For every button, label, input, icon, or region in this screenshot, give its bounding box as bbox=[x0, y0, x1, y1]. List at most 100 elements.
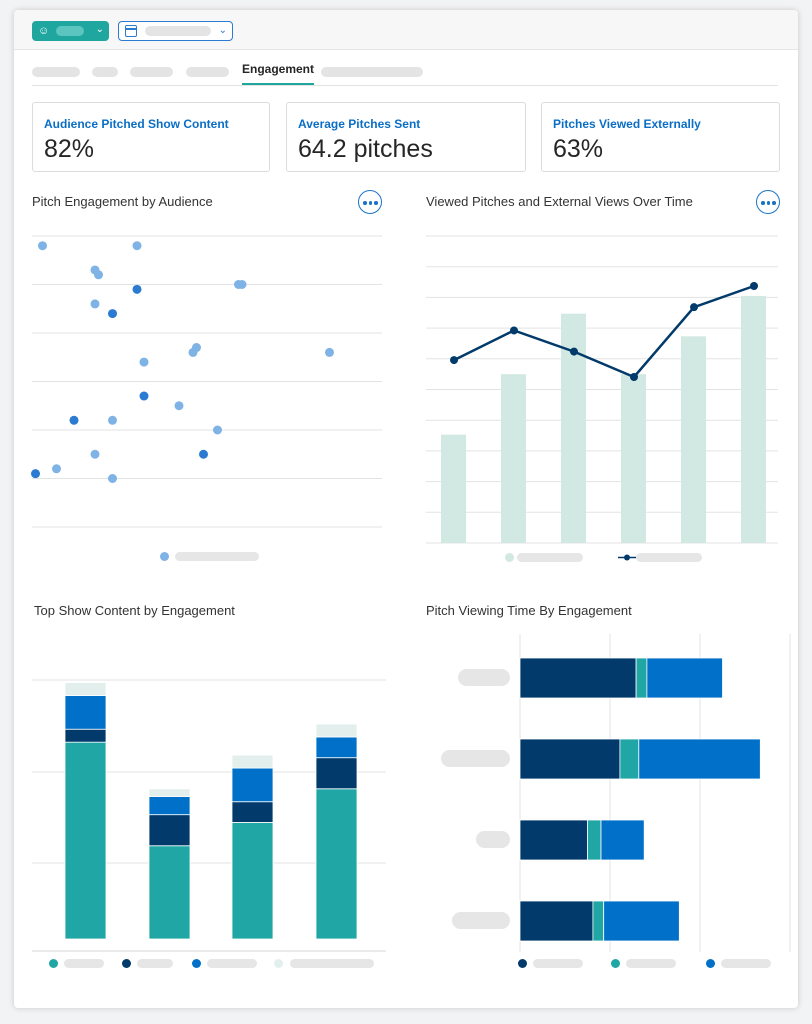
dashboard-card: ☺ ⌄ ⌄ Engagement Audience Pitched Show C… bbox=[14, 10, 798, 1008]
bar bbox=[741, 296, 766, 543]
tab-placeholder[interactable] bbox=[32, 67, 80, 77]
more-options-icon bbox=[772, 201, 776, 205]
legend-marker bbox=[192, 959, 201, 968]
scatter-point bbox=[213, 425, 222, 435]
bar-segment bbox=[315, 757, 358, 790]
tab-engagement[interactable]: Engagement bbox=[242, 62, 315, 85]
bar-segment bbox=[519, 819, 588, 861]
audience-filter-dropdown[interactable]: ☺ ⌄ bbox=[32, 21, 109, 41]
bar bbox=[501, 374, 526, 543]
legend-marker bbox=[706, 959, 715, 968]
line-point bbox=[510, 326, 518, 335]
date-range-dropdown[interactable]: ⌄ bbox=[118, 21, 233, 41]
kpi-value: 82% bbox=[44, 135, 95, 163]
scatter-point bbox=[139, 357, 149, 367]
legend-label-placeholder bbox=[626, 959, 676, 968]
bar-segment bbox=[231, 822, 274, 940]
legend-label-placeholder bbox=[721, 959, 771, 968]
kpi-card: Average Pitches Sent 64.2 pitches bbox=[286, 102, 526, 172]
tab-placeholder[interactable] bbox=[130, 67, 173, 77]
bar-segment bbox=[519, 657, 637, 699]
bar-segment bbox=[592, 900, 605, 942]
bar-segment bbox=[64, 682, 107, 696]
legend-marker bbox=[505, 553, 514, 562]
legend-line-marker bbox=[618, 554, 636, 561]
category-label-placeholder bbox=[441, 750, 510, 767]
legend-marker bbox=[611, 959, 620, 968]
legend-label-placeholder bbox=[207, 959, 257, 968]
bar bbox=[681, 336, 706, 543]
tab-placeholder[interactable] bbox=[186, 67, 229, 77]
legend-marker bbox=[274, 959, 283, 968]
chevron-down-icon: ⌄ bbox=[218, 25, 227, 36]
bar-segment bbox=[646, 657, 723, 699]
more-options-icon bbox=[766, 201, 770, 205]
more-options-icon bbox=[368, 201, 372, 205]
bar-segment bbox=[315, 788, 358, 940]
more-options-icon bbox=[374, 201, 378, 205]
scatter-point bbox=[108, 309, 117, 319]
legend-label-placeholder bbox=[175, 552, 259, 561]
line-point bbox=[690, 303, 698, 312]
kpi-card: Pitches Viewed Externally 63% bbox=[541, 102, 780, 172]
scatter-chart-title: Pitch Engagement by Audience bbox=[32, 194, 213, 209]
legend-label-placeholder bbox=[137, 959, 173, 968]
scatter-point bbox=[139, 391, 149, 401]
scatter-more-button[interactable] bbox=[358, 190, 382, 214]
date-range-placeholder bbox=[145, 26, 211, 36]
legend-label-placeholder bbox=[290, 959, 374, 968]
category-label-placeholder bbox=[458, 669, 510, 686]
legend-marker bbox=[49, 959, 58, 968]
kpi-value: 63% bbox=[553, 135, 604, 163]
horizontal-stacked-bar-chart bbox=[441, 634, 791, 952]
line-point bbox=[750, 282, 758, 290]
legend-marker bbox=[518, 959, 527, 968]
calendar-icon bbox=[125, 25, 137, 37]
stacked-chart-title: Top Show Content by Engagement bbox=[34, 603, 235, 618]
scatter-point bbox=[237, 280, 247, 289]
tab-placeholder[interactable] bbox=[321, 67, 423, 77]
scatter-point bbox=[90, 449, 100, 459]
line-point bbox=[450, 356, 458, 365]
legend-label-placeholder bbox=[636, 553, 702, 562]
scatter-point bbox=[52, 464, 61, 474]
bar-segment bbox=[519, 900, 594, 942]
scatter-chart bbox=[31, 235, 382, 528]
bar-segment bbox=[148, 814, 191, 847]
category-label-placeholder bbox=[452, 912, 510, 929]
kpi-label: Average Pitches Sent bbox=[298, 117, 421, 131]
audience-icon: ☺ bbox=[38, 25, 50, 37]
bar-segment bbox=[603, 900, 680, 942]
bar-segment bbox=[148, 796, 191, 816]
scatter-point bbox=[108, 474, 117, 483]
legend-marker bbox=[122, 959, 131, 968]
bar-segment bbox=[231, 801, 274, 823]
scatter-point bbox=[108, 415, 117, 425]
audience-filter-placeholder bbox=[56, 26, 84, 36]
bar-segment bbox=[635, 657, 648, 699]
bar-segment bbox=[638, 738, 761, 780]
scatter-point bbox=[174, 401, 184, 411]
scatter-point bbox=[325, 347, 334, 357]
series-line bbox=[453, 284, 755, 379]
scatter-point bbox=[188, 347, 198, 357]
more-options-icon bbox=[363, 201, 367, 205]
scatter-point bbox=[199, 449, 208, 459]
tab-placeholder[interactable] bbox=[92, 67, 118, 77]
more-options-icon bbox=[761, 201, 765, 205]
scatter-point bbox=[38, 241, 47, 251]
bar-segment bbox=[64, 728, 107, 743]
scatter-point bbox=[69, 415, 79, 425]
legend-label-placeholder bbox=[533, 959, 583, 968]
bar-segment bbox=[315, 723, 358, 738]
bar-segment bbox=[587, 819, 602, 861]
bar-segment bbox=[148, 788, 191, 797]
kpi-label: Pitches Viewed Externally bbox=[553, 117, 701, 131]
legend-label-placeholder bbox=[517, 553, 583, 562]
legend-label-placeholder bbox=[64, 959, 104, 968]
combo-more-button[interactable] bbox=[756, 190, 780, 214]
legend-marker bbox=[160, 552, 169, 561]
scatter-point bbox=[90, 299, 100, 309]
combo-chart-title: Viewed Pitches and External Views Over T… bbox=[426, 194, 693, 209]
bar-segment bbox=[315, 736, 358, 759]
